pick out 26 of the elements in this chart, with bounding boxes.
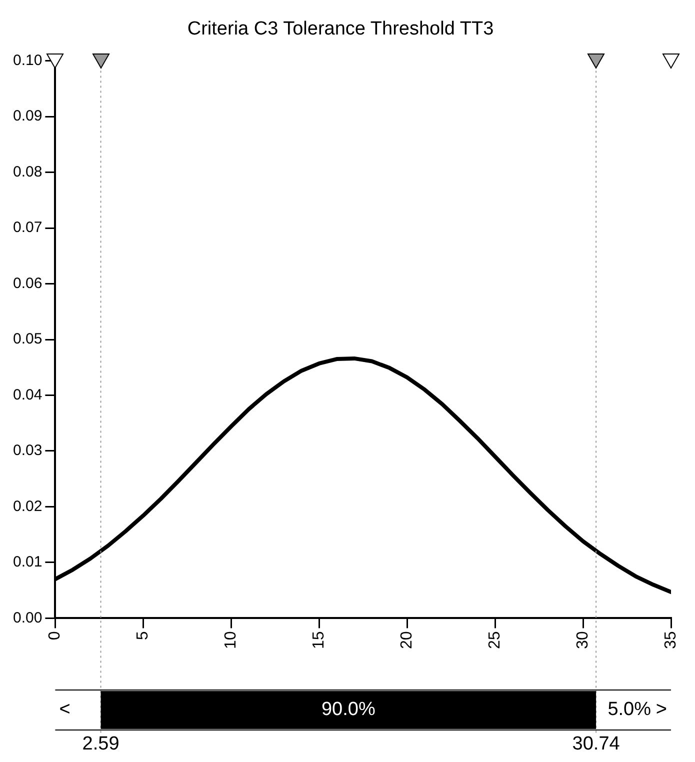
x-tick-label: 5 bbox=[134, 631, 152, 640]
y-tick-label: 0.03 bbox=[12, 442, 42, 460]
y-tick-label: 0.07 bbox=[12, 219, 42, 236]
text: > bbox=[656, 699, 667, 720]
ref-line-label: 2.59 bbox=[82, 734, 120, 755]
text: 90.0% bbox=[321, 699, 376, 720]
x-tick-label: 15 bbox=[310, 631, 328, 649]
y-tick-label: 0.00 bbox=[12, 609, 42, 626]
text: < bbox=[59, 699, 70, 720]
x-tick-label: 30 bbox=[574, 631, 592, 649]
y-tick-label: 0.06 bbox=[12, 274, 42, 292]
y-tick-label: 0.01 bbox=[12, 554, 42, 571]
y-tick-label: 0.08 bbox=[12, 163, 42, 180]
x-tick-label: 10 bbox=[222, 631, 240, 649]
x-tick-label: 0 bbox=[46, 631, 64, 640]
x-tick-label: 35 bbox=[662, 631, 680, 649]
x-tick-label: 25 bbox=[486, 631, 504, 649]
text: 5.0% bbox=[608, 699, 652, 720]
y-tick-label: 0.05 bbox=[12, 330, 42, 348]
ref-line-label: 30.74 bbox=[572, 734, 620, 755]
x-tick-label: 20 bbox=[398, 631, 416, 649]
y-tick-label: 0.09 bbox=[12, 108, 42, 125]
y-tick-label: 0.04 bbox=[12, 386, 42, 404]
chart-title: Criteria C3 Tolerance Threshold TT3 bbox=[187, 18, 494, 40]
y-tick-label: 0.10 bbox=[12, 52, 42, 69]
y-tick-label: 0.02 bbox=[12, 498, 42, 515]
